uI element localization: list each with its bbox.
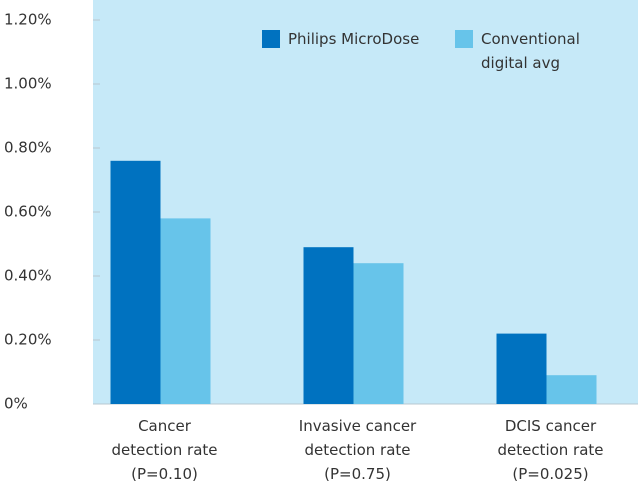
y-tick-label: 0%: [4, 395, 28, 413]
legend-label: Conventional digital avg: [481, 30, 580, 72]
x-tick-label: Invasive cancer detection rate (P=0.75): [298, 417, 417, 483]
y-tick-label: 1.20%: [4, 11, 52, 29]
bar: [353, 263, 404, 404]
y-tick-label: 0.80%: [4, 139, 52, 157]
x-tick-label: Cancer detection rate (P=0.10): [111, 417, 218, 483]
y-tick-label: 0.40%: [4, 267, 52, 285]
y-tick-label: 1.00%: [4, 75, 52, 93]
bar: [546, 375, 597, 404]
legend-label: Philips MicroDose: [288, 30, 420, 48]
legend-swatch: [455, 30, 473, 48]
y-tick-label: 0.60%: [4, 203, 52, 221]
bar: [496, 333, 547, 404]
y-tick-label: 0.20%: [4, 331, 52, 349]
bar: [303, 247, 354, 404]
legend-swatch: [262, 30, 280, 48]
bar: [110, 160, 161, 404]
x-tick-label: DCIS cancer detection rate (P=0.025): [497, 417, 604, 483]
bar: [160, 218, 211, 404]
